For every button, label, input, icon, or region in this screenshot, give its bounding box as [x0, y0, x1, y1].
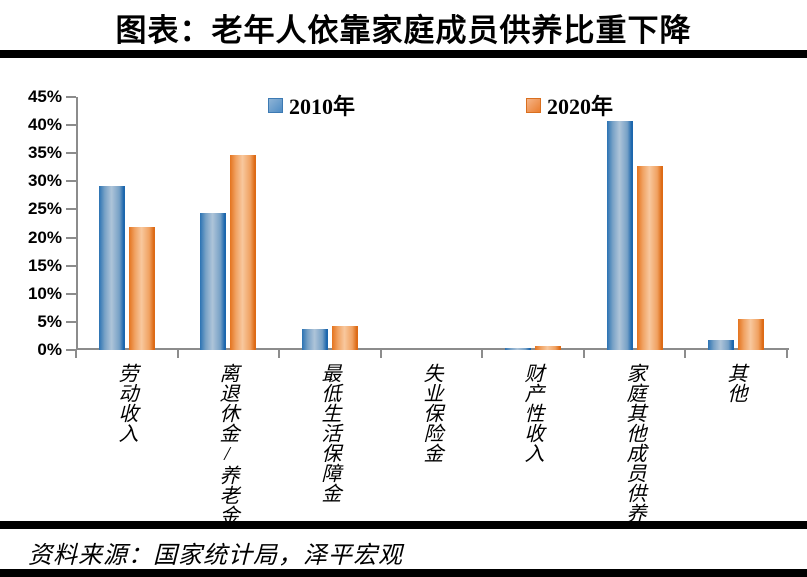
- chart-title: 图表：老年人依靠家庭成员供养比重下降: [115, 13, 692, 48]
- y-axis-tick: [66, 124, 76, 127]
- y-axis-tick: [66, 320, 76, 323]
- bar-series0-cat2: [302, 329, 328, 350]
- legend-item-2010: 2010年: [268, 89, 355, 121]
- x-category-label-3: 失业保险金: [420, 363, 442, 463]
- y-axis-tick: [66, 96, 76, 98]
- bar-series1-cat0: [129, 227, 155, 350]
- bottom-divider-rule: [0, 521, 807, 529]
- y-axis-tick: [66, 236, 76, 239]
- bar-series0-cat4: [505, 348, 531, 350]
- y-axis-tick-label: 20%: [27, 227, 62, 247]
- footer-rule: [0, 569, 807, 577]
- legend-swatch-2020-icon: [526, 97, 541, 113]
- x-axis-tick: [684, 350, 687, 358]
- y-axis-tick-label: 0%: [37, 340, 62, 359]
- x-axis-tick: [379, 350, 382, 358]
- x-axis-tick: [582, 350, 585, 358]
- bar-series0-cat0: [99, 186, 125, 350]
- x-axis-tick: [75, 350, 77, 358]
- y-axis-line: [76, 97, 78, 350]
- y-axis-tick: [66, 180, 76, 183]
- y-axis-tick-label: 30%: [27, 171, 62, 191]
- y-axis-tick-label: 25%: [27, 199, 62, 219]
- x-axis-tick: [786, 350, 788, 358]
- x-axis-tick: [481, 350, 484, 358]
- source-note: 资料来源：国家统计局，泽平宏观: [28, 543, 403, 569]
- bar-series1-cat2: [332, 326, 358, 350]
- x-axis-tick: [176, 350, 179, 358]
- y-axis-tick-label: 45%: [27, 87, 62, 106]
- y-axis-tick: [66, 264, 76, 267]
- bar-series1-cat6: [738, 319, 764, 350]
- x-category-label-4: 财产性收入: [521, 363, 543, 463]
- x-axis-tick: [278, 350, 281, 358]
- bar-series0-cat5: [607, 121, 633, 350]
- legend-label-2020: 2020年: [547, 94, 614, 119]
- y-axis-tick: [66, 208, 76, 211]
- y-axis-tick-label: 10%: [27, 283, 62, 303]
- bar-series0-cat6: [708, 340, 734, 350]
- x-axis-line: [76, 348, 789, 350]
- x-category-label-5: 家庭其他成员供养: [623, 363, 645, 523]
- y-axis-tick-label: 15%: [27, 255, 62, 275]
- legend-item-2020: 2020年: [526, 89, 613, 121]
- x-category-label-0: 劳动收入: [115, 363, 137, 443]
- x-category-label-6: 其他: [724, 363, 746, 403]
- legend-label-2010: 2010年: [289, 94, 356, 119]
- legend-swatch-2010-icon: [268, 97, 283, 113]
- y-axis-tick-label: 5%: [37, 311, 62, 331]
- bar-series1-cat5: [637, 166, 663, 350]
- y-axis-tick: [66, 152, 76, 155]
- x-category-label-2: 最低生活保障金: [318, 363, 340, 503]
- y-axis-tick-label: 35%: [27, 143, 62, 163]
- y-axis-tick-label: 40%: [27, 115, 62, 135]
- y-axis-tick: [66, 292, 76, 295]
- bar-series1-cat4: [535, 346, 561, 350]
- x-category-label-1: 离退休金/养老金: [216, 363, 238, 525]
- top-divider-rule: [0, 50, 807, 58]
- bar-series1-cat1: [230, 155, 256, 350]
- y-axis-tick: [66, 349, 76, 351]
- bar-series0-cat1: [200, 213, 226, 350]
